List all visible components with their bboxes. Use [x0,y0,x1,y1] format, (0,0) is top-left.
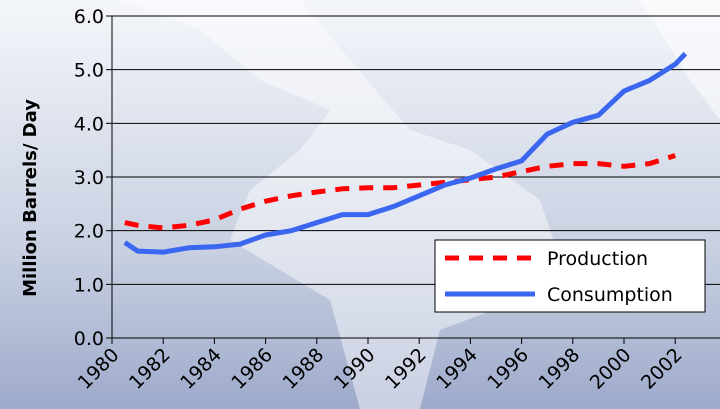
y-tick-label: 2.0 [74,221,104,243]
line-series [124,153,676,231]
y-tick-label: 4.0 [74,113,104,135]
y-tick-label: 1.0 [74,274,104,296]
line-series [123,51,688,255]
legend-box [434,239,706,313]
y-tick-label: 3.0 [74,167,104,189]
legend-label: Production [547,248,648,270]
y-tick-label: 6.0 [74,6,104,28]
y-axis-label: Million Barrels/ Day [20,99,41,297]
y-tick-label: 0.0 [74,328,104,350]
y-tick-label: 5.0 [74,60,104,82]
legend-label: Consumption [547,284,673,306]
